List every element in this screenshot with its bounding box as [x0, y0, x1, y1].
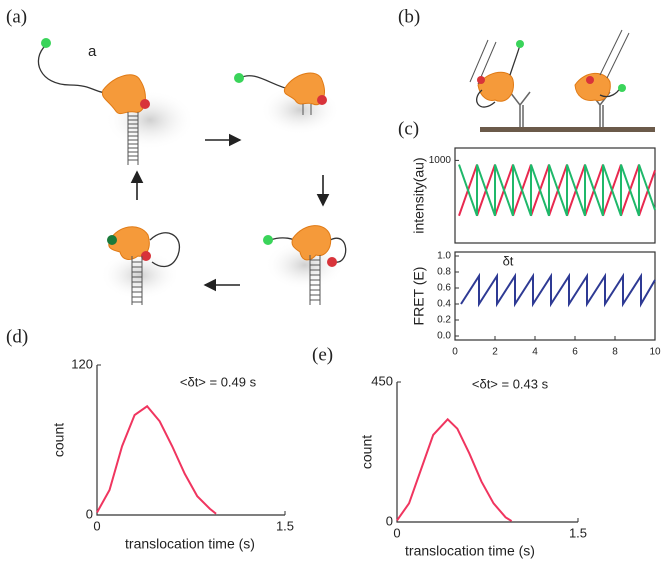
cycle-diagram — [37, 38, 347, 305]
data-line — [396, 417, 513, 522]
axes — [396, 382, 578, 523]
x-tick-label: 1.5 — [569, 525, 587, 540]
y-tick-label: 450 — [371, 373, 393, 388]
data-line — [458, 164, 656, 217]
plot-frame — [454, 251, 656, 341]
annotation: <δt> = 0.43 s — [472, 376, 549, 391]
annotation: <δt> = 0.49 s — [180, 374, 257, 389]
x-tick-label: 0 — [452, 347, 458, 358]
x-tick-label: 0 — [93, 518, 100, 533]
y-tick-label: 0 — [386, 513, 393, 528]
x-tick-label: 8 — [612, 347, 618, 358]
y-tick-label: 0.6 — [437, 283, 451, 294]
plot-frame — [454, 147, 656, 244]
panel-label: (b) — [398, 6, 420, 27]
y-tick-label: 1000 — [429, 155, 452, 166]
data-line — [460, 272, 656, 308]
x-tick-label: 6 — [572, 347, 578, 358]
panel-label: (a) — [6, 6, 27, 27]
x-tick-label: 2 — [492, 347, 498, 358]
panel-label: (e) — [312, 344, 333, 365]
y-tick-label: 0.4 — [437, 299, 451, 310]
x-axis-label: translocation time (s) — [405, 543, 535, 559]
x-tick-label: 4 — [532, 347, 538, 358]
y-tick-label: 120 — [71, 356, 93, 371]
y-axis-label: intensity(au) — [411, 157, 427, 233]
x-axis-label: translocation time (s) — [125, 536, 255, 552]
x-tick-label: 0 — [393, 525, 400, 540]
x-tick-label: 1.5 — [276, 518, 294, 533]
y-tick-label: 0.0 — [437, 331, 451, 342]
y-axis-label: FRET (E) — [411, 267, 427, 326]
y-tick-label: 0 — [86, 506, 93, 521]
x-tick-label: 10 — [649, 347, 661, 358]
panel-label: (d) — [6, 326, 28, 347]
annotation: δt — [503, 253, 514, 268]
y-tick-label: 0.8 — [437, 267, 451, 278]
y-axis-label: count — [51, 423, 67, 457]
y-tick-label: 0.2 — [437, 315, 451, 326]
data-line — [96, 404, 217, 515]
panel-label: (c) — [398, 118, 419, 139]
surface-diagram — [469, 29, 655, 132]
y-tick-label: 1.0 — [437, 251, 451, 262]
y-axis-label: count — [359, 435, 375, 469]
diagram-label: a — [88, 43, 97, 60]
